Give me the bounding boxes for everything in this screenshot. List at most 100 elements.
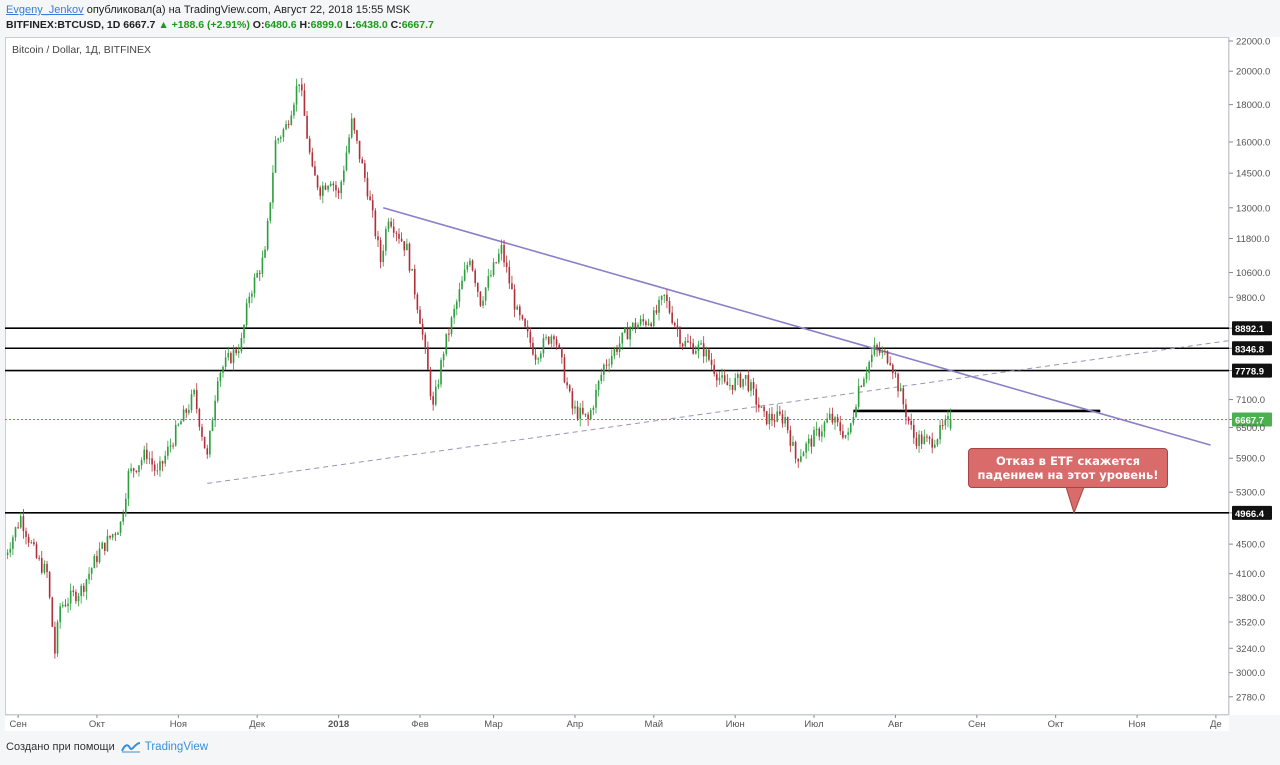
candle[interactable] [747, 369, 750, 393]
candle[interactable] [348, 134, 350, 155]
candle[interactable] [340, 179, 343, 200]
candle[interactable] [579, 402, 582, 427]
candle[interactable] [398, 228, 400, 244]
candle[interactable] [815, 421, 818, 436]
candle[interactable] [886, 350, 889, 365]
candle[interactable] [750, 379, 752, 397]
candle[interactable] [891, 363, 894, 380]
author-link[interactable]: Evgeny_Jenkov [6, 4, 84, 16]
candle[interactable] [19, 512, 22, 529]
candle[interactable] [673, 321, 676, 329]
candle[interactable] [949, 408, 952, 431]
candle[interactable] [40, 550, 43, 575]
candle[interactable] [553, 334, 555, 347]
candle[interactable] [450, 315, 453, 337]
candle[interactable] [406, 238, 408, 251]
candle[interactable] [298, 84, 300, 93]
candle[interactable] [881, 346, 884, 359]
candle[interactable] [920, 430, 923, 449]
candle[interactable] [708, 347, 710, 362]
candle[interactable] [497, 248, 500, 265]
candle[interactable] [855, 404, 857, 419]
candle[interactable] [495, 261, 497, 264]
candle[interactable] [582, 400, 584, 416]
support-trendline[interactable] [207, 340, 1229, 484]
candle[interactable] [595, 383, 597, 414]
candle[interactable] [38, 555, 40, 561]
candle[interactable] [786, 416, 789, 434]
candle[interactable] [319, 185, 322, 200]
candle[interactable] [392, 218, 395, 238]
candle[interactable] [400, 232, 403, 242]
candle[interactable] [737, 372, 739, 386]
candle[interactable] [857, 378, 860, 409]
candle[interactable] [448, 327, 450, 342]
candle[interactable] [603, 363, 605, 382]
candle[interactable] [739, 372, 742, 389]
candle[interactable] [424, 332, 427, 354]
candle[interactable] [794, 440, 797, 464]
candle[interactable] [907, 416, 910, 425]
candle[interactable] [169, 438, 172, 453]
candle[interactable] [947, 410, 949, 428]
candle[interactable] [293, 102, 295, 119]
candle[interactable] [17, 522, 19, 529]
candle[interactable] [516, 304, 519, 311]
candle[interactable] [505, 255, 508, 273]
candle[interactable] [256, 269, 258, 279]
candle[interactable] [277, 137, 279, 144]
candle[interactable] [768, 407, 771, 430]
candle[interactable] [589, 407, 592, 421]
candle[interactable] [434, 379, 437, 407]
candle[interactable] [802, 450, 805, 457]
candle[interactable] [679, 326, 681, 349]
candle[interactable] [235, 346, 237, 356]
candle[interactable] [72, 585, 75, 597]
candle[interactable] [35, 541, 38, 560]
candle[interactable] [122, 509, 125, 525]
candle[interactable] [928, 435, 931, 445]
candle[interactable] [85, 578, 88, 600]
candle[interactable] [14, 526, 17, 542]
candle[interactable] [519, 304, 521, 321]
candle[interactable] [715, 371, 718, 388]
candle[interactable] [537, 356, 540, 365]
candle[interactable] [356, 129, 358, 144]
candle[interactable] [272, 165, 274, 209]
candle[interactable] [75, 589, 77, 604]
candle[interactable] [513, 284, 516, 318]
candle[interactable] [106, 529, 109, 553]
candle[interactable] [694, 345, 697, 355]
candle[interactable] [899, 383, 902, 392]
candle[interactable] [508, 260, 511, 289]
candle[interactable] [524, 317, 526, 328]
candle[interactable] [805, 441, 807, 459]
candle[interactable] [479, 291, 482, 307]
candle[interactable] [188, 404, 190, 416]
candle[interactable] [132, 467, 135, 478]
candle[interactable] [702, 336, 705, 364]
candle[interactable] [279, 135, 282, 143]
candle[interactable] [211, 417, 214, 432]
candle[interactable] [910, 413, 912, 430]
candle[interactable] [610, 349, 613, 368]
candle[interactable] [345, 145, 348, 172]
candle[interactable] [923, 429, 926, 445]
candle[interactable] [918, 430, 920, 453]
candle[interactable] [214, 395, 216, 428]
candle[interactable] [637, 322, 639, 330]
candle[interactable] [185, 407, 188, 418]
candle[interactable] [863, 376, 865, 387]
candle[interactable] [482, 296, 484, 309]
candle[interactable] [442, 351, 445, 368]
candle[interactable] [159, 456, 161, 477]
chart-area[interactable] [5, 37, 1229, 715]
candle[interactable] [82, 583, 85, 597]
candle[interactable] [902, 385, 905, 409]
candle[interactable] [894, 369, 897, 378]
candle[interactable] [663, 294, 666, 303]
candle[interactable] [127, 468, 130, 507]
annotation-callout[interactable]: Отказ в ETF скажется падением на этот ур… [968, 448, 1168, 488]
candle[interactable] [873, 337, 876, 357]
candle[interactable] [652, 306, 655, 328]
